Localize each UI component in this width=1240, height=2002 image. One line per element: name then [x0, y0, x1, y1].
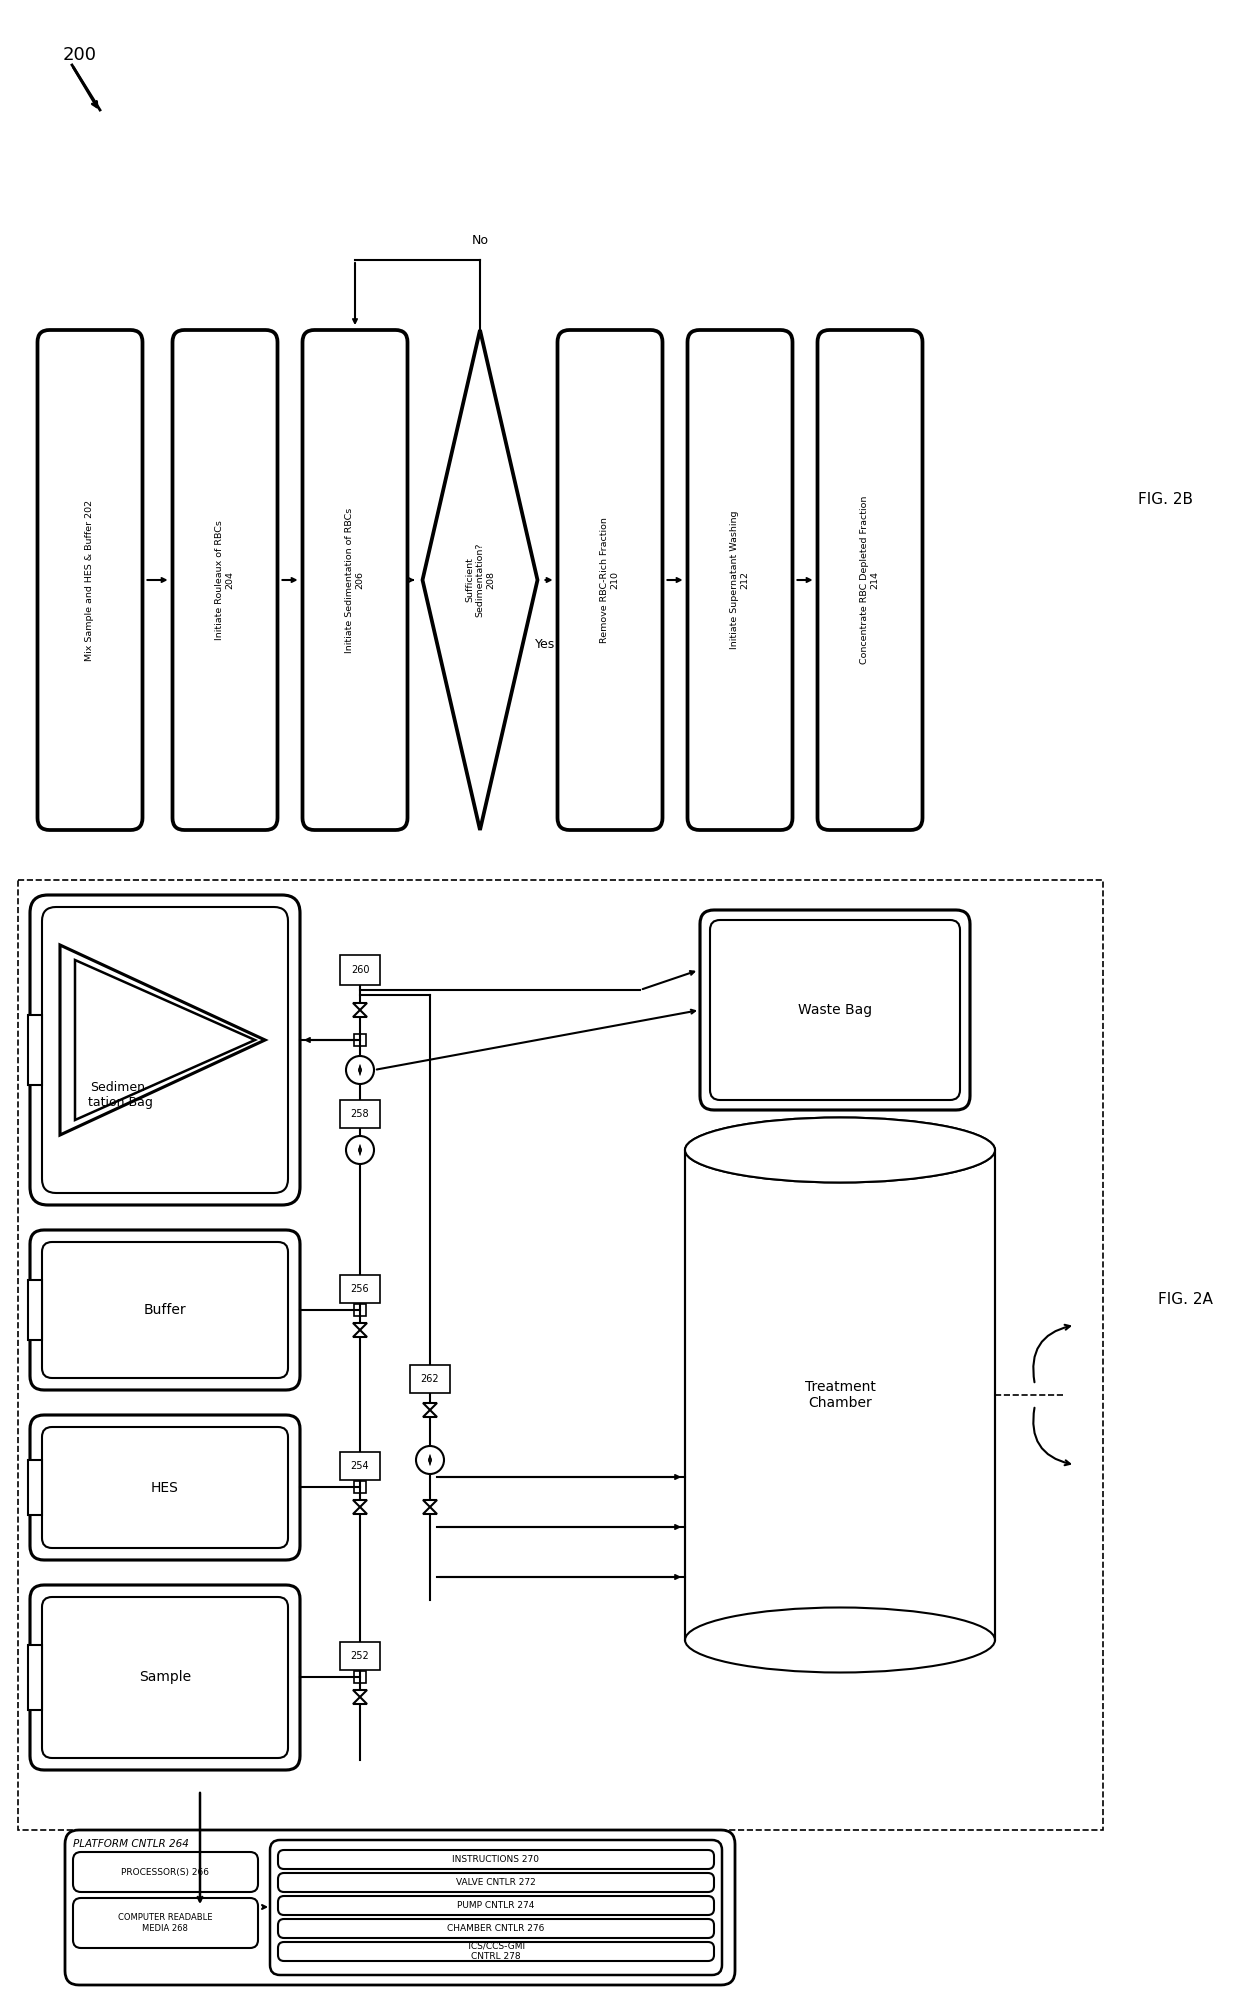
FancyBboxPatch shape — [687, 330, 792, 831]
Text: Yes: Yes — [534, 639, 556, 651]
Text: Remove RBC-Rich Fraction
210: Remove RBC-Rich Fraction 210 — [600, 517, 620, 643]
Bar — [410, 1365, 450, 1393]
Polygon shape — [423, 1499, 436, 1508]
FancyBboxPatch shape — [278, 1850, 714, 1870]
FancyBboxPatch shape — [558, 330, 662, 831]
FancyBboxPatch shape — [42, 1427, 288, 1548]
Text: HES: HES — [151, 1481, 179, 1495]
Text: PLATFORM CNTLR 264: PLATFORM CNTLR 264 — [73, 1840, 188, 1850]
Polygon shape — [423, 330, 537, 831]
FancyBboxPatch shape — [278, 1920, 714, 1938]
Text: 200: 200 — [63, 46, 97, 64]
Bar — [353, 1033, 366, 1045]
FancyBboxPatch shape — [30, 1415, 300, 1560]
FancyBboxPatch shape — [42, 1241, 288, 1377]
Text: CHAMBER CNTLR 276: CHAMBER CNTLR 276 — [448, 1924, 544, 1934]
Polygon shape — [353, 1499, 367, 1508]
Polygon shape — [353, 1323, 367, 1329]
Text: Sample: Sample — [139, 1670, 191, 1684]
Text: Initiate Sedimentation of RBCs
206: Initiate Sedimentation of RBCs 206 — [345, 507, 365, 653]
Text: TCS/CCS-GMI
CNTRL 278: TCS/CCS-GMI CNTRL 278 — [466, 1942, 526, 1962]
Ellipse shape — [684, 1117, 994, 1183]
Bar — [340, 1451, 379, 1479]
FancyBboxPatch shape — [42, 907, 288, 1193]
Polygon shape — [60, 945, 265, 1135]
Text: Waste Bag: Waste Bag — [797, 1003, 872, 1017]
Text: Initiate Supernatant Washing
212: Initiate Supernatant Washing 212 — [730, 511, 750, 649]
Polygon shape — [353, 1329, 367, 1337]
FancyBboxPatch shape — [270, 1840, 722, 1976]
FancyBboxPatch shape — [73, 1852, 258, 1892]
Polygon shape — [353, 1698, 367, 1704]
Bar — [19, 881, 1104, 1830]
FancyBboxPatch shape — [711, 921, 960, 1099]
Bar — [29, 1646, 42, 1710]
Text: 254: 254 — [351, 1461, 370, 1471]
Polygon shape — [423, 1403, 436, 1409]
Text: COMPUTER READABLE
MEDIA 268: COMPUTER READABLE MEDIA 268 — [118, 1914, 212, 1932]
Text: Buffer: Buffer — [144, 1303, 186, 1317]
Ellipse shape — [684, 1608, 994, 1672]
Text: Treatment
Chamber: Treatment Chamber — [805, 1379, 875, 1409]
Text: VALVE CNTLR 272: VALVE CNTLR 272 — [456, 1878, 536, 1888]
Text: Sufficient
Sedimentation?
208: Sufficient Sedimentation? 208 — [465, 543, 495, 617]
Circle shape — [346, 1055, 374, 1083]
Text: Initiate Rouleaux of RBCs
204: Initiate Rouleaux of RBCs 204 — [216, 521, 234, 641]
FancyBboxPatch shape — [30, 1586, 300, 1770]
Polygon shape — [423, 1508, 436, 1514]
Polygon shape — [353, 1009, 367, 1017]
Polygon shape — [353, 1508, 367, 1514]
Bar — [29, 1279, 42, 1339]
Polygon shape — [353, 1003, 367, 1009]
Text: No: No — [471, 234, 489, 246]
Text: FIG. 2B: FIG. 2B — [1137, 492, 1193, 507]
Text: Sedimen-
tation Bag: Sedimen- tation Bag — [88, 1081, 153, 1109]
Polygon shape — [423, 1409, 436, 1417]
Text: 256: 256 — [351, 1283, 370, 1293]
Bar — [29, 1459, 42, 1516]
FancyBboxPatch shape — [73, 1898, 258, 1948]
FancyBboxPatch shape — [278, 1896, 714, 1916]
Circle shape — [346, 1135, 374, 1163]
FancyBboxPatch shape — [278, 1942, 714, 1962]
FancyBboxPatch shape — [37, 330, 143, 831]
FancyBboxPatch shape — [42, 1598, 288, 1758]
FancyBboxPatch shape — [30, 1229, 300, 1389]
Text: Concentrate RBC Depleted Fraction
214: Concentrate RBC Depleted Fraction 214 — [861, 496, 879, 665]
FancyBboxPatch shape — [64, 1830, 735, 1986]
Polygon shape — [74, 961, 255, 1119]
Text: 258: 258 — [351, 1109, 370, 1119]
Polygon shape — [353, 1690, 367, 1698]
Text: Mix Sample and HES & Buffer 202: Mix Sample and HES & Buffer 202 — [86, 498, 94, 661]
Bar — [340, 1642, 379, 1670]
Text: INSTRUCTIONS 270: INSTRUCTIONS 270 — [453, 1856, 539, 1864]
Bar — [340, 955, 379, 985]
Ellipse shape — [684, 1117, 994, 1183]
Bar — [353, 1303, 366, 1315]
FancyBboxPatch shape — [303, 330, 408, 831]
FancyBboxPatch shape — [278, 1874, 714, 1892]
FancyBboxPatch shape — [817, 330, 923, 831]
Bar — [353, 1672, 366, 1684]
FancyBboxPatch shape — [701, 911, 970, 1109]
Bar — [340, 1275, 379, 1303]
Text: PUMP CNTLR 274: PUMP CNTLR 274 — [458, 1902, 534, 1910]
Text: FIG. 2A: FIG. 2A — [1158, 1293, 1213, 1307]
Bar — [353, 1481, 366, 1493]
Bar — [340, 1099, 379, 1127]
FancyBboxPatch shape — [30, 895, 300, 1205]
Bar — [29, 1015, 42, 1085]
Text: 260: 260 — [351, 965, 370, 975]
Circle shape — [415, 1445, 444, 1473]
Text: 252: 252 — [351, 1652, 370, 1662]
Text: 262: 262 — [420, 1373, 439, 1383]
Bar — [686, 1149, 994, 1640]
Text: PROCESSOR(S) 266: PROCESSOR(S) 266 — [122, 1868, 210, 1876]
FancyBboxPatch shape — [172, 330, 278, 831]
